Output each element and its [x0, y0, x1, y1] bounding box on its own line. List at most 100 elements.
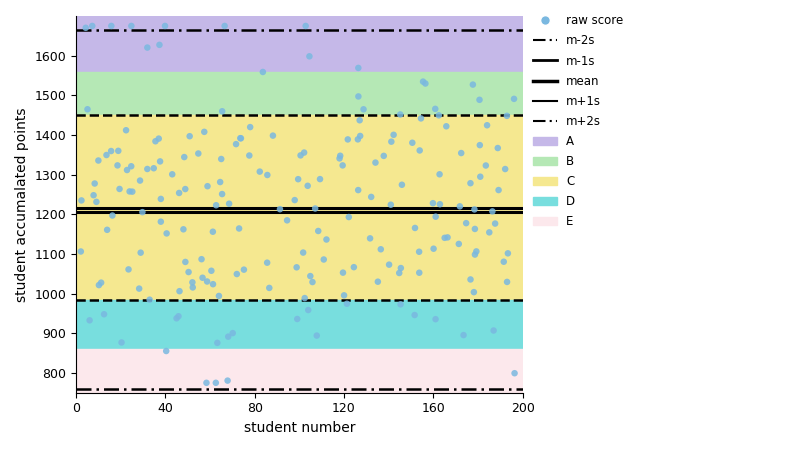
- Point: [491, 144, 504, 152]
- Bar: [76, 300, 522, 349]
- Point: [281, 217, 294, 224]
- Point: [243, 152, 256, 159]
- Point: [354, 117, 366, 124]
- Point: [302, 182, 314, 189]
- Point: [508, 369, 521, 377]
- Point: [216, 108, 229, 115]
- Point: [122, 266, 135, 273]
- Point: [470, 248, 482, 255]
- Point: [101, 226, 114, 234]
- Point: [230, 140, 242, 148]
- Point: [457, 332, 470, 339]
- Point: [473, 96, 486, 104]
- Point: [290, 264, 303, 271]
- Point: [179, 185, 192, 193]
- Point: [393, 270, 406, 277]
- Point: [75, 197, 88, 204]
- Point: [434, 201, 446, 208]
- X-axis label: student number: student number: [244, 421, 355, 435]
- Point: [87, 192, 100, 199]
- Point: [508, 95, 521, 103]
- Point: [483, 229, 496, 236]
- Point: [222, 333, 234, 340]
- Point: [374, 246, 387, 253]
- Point: [222, 200, 235, 207]
- Point: [304, 272, 317, 279]
- Point: [154, 195, 167, 203]
- Point: [414, 147, 426, 154]
- Point: [334, 152, 346, 159]
- Point: [288, 197, 301, 204]
- Point: [121, 166, 134, 174]
- Point: [310, 332, 323, 339]
- Point: [158, 22, 171, 30]
- Point: [498, 166, 511, 173]
- Point: [192, 150, 205, 157]
- Point: [274, 206, 286, 213]
- Point: [466, 81, 479, 88]
- Point: [406, 139, 418, 146]
- Point: [211, 339, 224, 346]
- Point: [160, 347, 173, 355]
- Point: [166, 171, 178, 178]
- Point: [314, 176, 326, 183]
- Point: [427, 245, 440, 252]
- Point: [365, 194, 378, 201]
- Point: [214, 179, 226, 186]
- Point: [257, 68, 270, 76]
- Point: [125, 162, 138, 170]
- Point: [414, 115, 427, 122]
- Point: [291, 315, 304, 323]
- Point: [160, 230, 173, 237]
- Point: [354, 132, 366, 140]
- Point: [115, 339, 128, 346]
- Point: [298, 149, 310, 156]
- Point: [336, 162, 349, 169]
- Point: [153, 41, 166, 49]
- Point: [92, 157, 105, 164]
- Point: [419, 80, 432, 87]
- Point: [413, 248, 426, 255]
- Point: [120, 126, 133, 134]
- Point: [455, 149, 468, 157]
- Point: [179, 258, 192, 265]
- Point: [90, 198, 103, 206]
- Point: [369, 159, 382, 166]
- Point: [83, 317, 96, 324]
- Point: [266, 132, 279, 139]
- Point: [489, 220, 502, 227]
- Point: [408, 311, 421, 319]
- Point: [263, 284, 276, 292]
- Point: [347, 264, 360, 271]
- Bar: [76, 16, 522, 72]
- Point: [440, 123, 453, 130]
- Y-axis label: student accumalated points: student accumalated points: [15, 107, 29, 302]
- Point: [261, 259, 274, 266]
- Point: [210, 202, 222, 209]
- Point: [454, 203, 466, 210]
- Point: [337, 269, 350, 276]
- Point: [299, 22, 312, 30]
- Point: [111, 162, 124, 169]
- Point: [94, 279, 107, 286]
- Point: [141, 166, 154, 173]
- Point: [112, 147, 125, 154]
- Point: [244, 123, 257, 130]
- Point: [464, 180, 477, 187]
- Point: [200, 379, 213, 387]
- Point: [302, 306, 314, 314]
- Point: [426, 200, 439, 207]
- Point: [306, 279, 319, 286]
- Point: [183, 133, 196, 140]
- Point: [136, 208, 149, 216]
- Point: [352, 186, 365, 194]
- Point: [312, 227, 325, 234]
- Point: [333, 155, 346, 162]
- Point: [378, 152, 390, 159]
- Point: [100, 151, 113, 158]
- Point: [498, 258, 510, 265]
- Point: [460, 220, 473, 227]
- Point: [177, 226, 190, 233]
- Point: [430, 213, 442, 220]
- Point: [206, 281, 219, 288]
